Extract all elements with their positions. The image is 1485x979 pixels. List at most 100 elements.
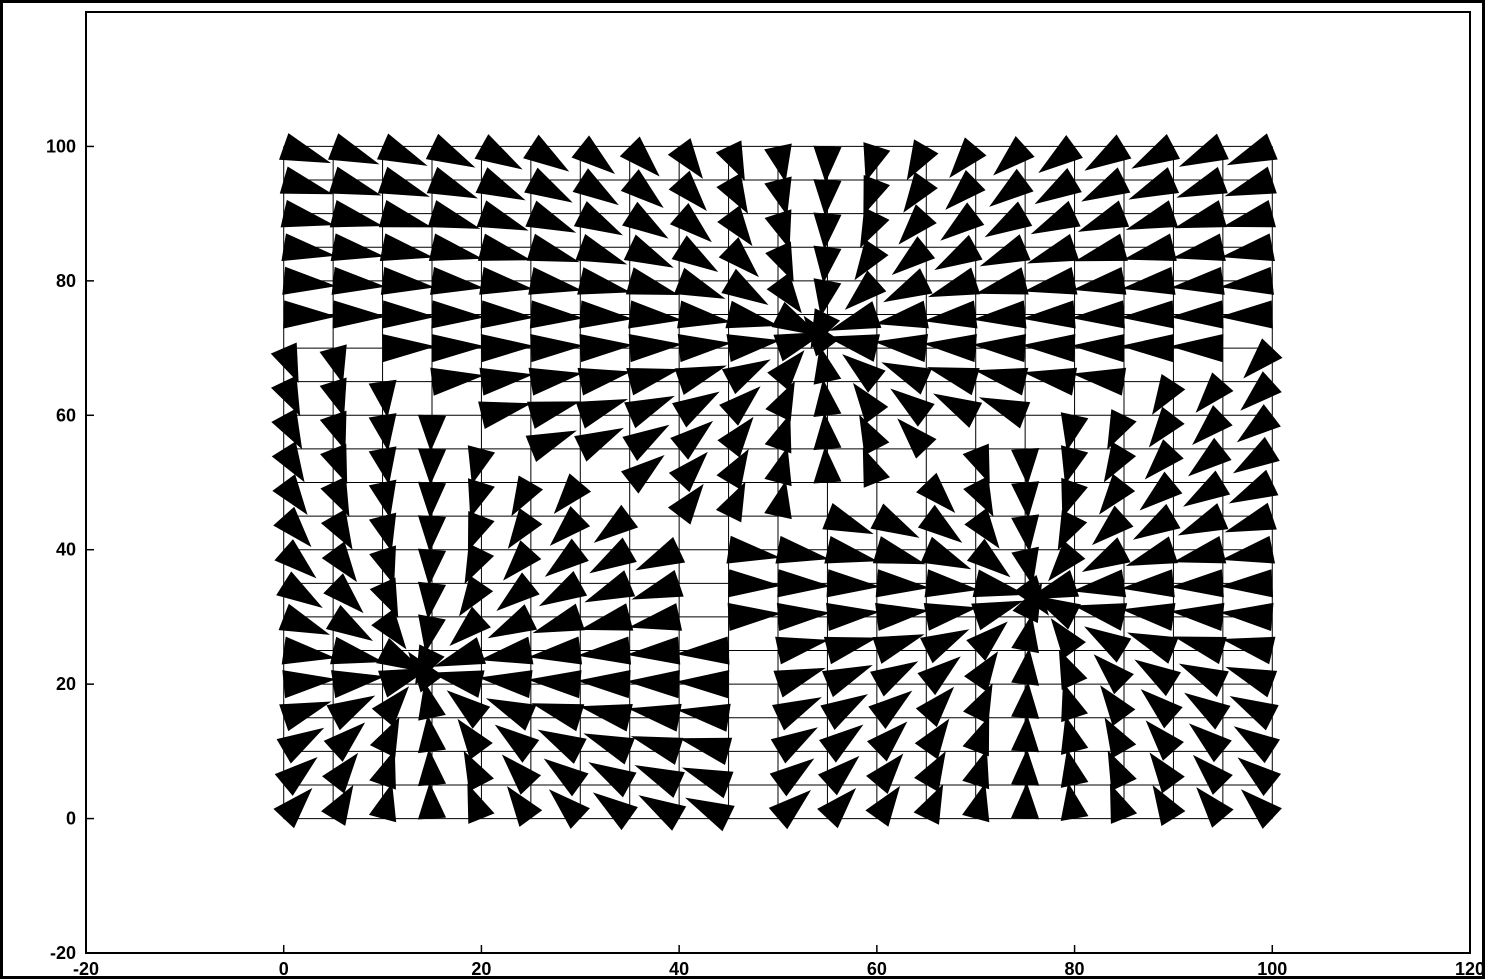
- vector-arrow: [583, 733, 634, 764]
- vector-arrow: [1225, 503, 1277, 533]
- vector-arrow: [769, 790, 811, 829]
- vector-arrow: [486, 698, 537, 730]
- vector-arrow: [327, 695, 376, 730]
- vector-arrow: [1038, 135, 1083, 173]
- vector-arrow: [634, 765, 684, 798]
- ytick-label: 0: [66, 809, 76, 829]
- vector-arrow: [668, 138, 703, 179]
- vector-arrow: [1237, 404, 1281, 442]
- vector-arrow: [917, 656, 960, 695]
- vector-arrow: [979, 397, 1030, 428]
- xtick-label: 100: [1257, 959, 1287, 979]
- vector-arrow: [329, 167, 382, 196]
- vector-arrow: [1011, 715, 1039, 752]
- vector-arrow: [271, 409, 302, 450]
- vector-arrow: [495, 725, 539, 763]
- vector-arrow: [378, 167, 430, 197]
- vector-arrow: [283, 300, 337, 328]
- vector-arrow: [432, 334, 486, 362]
- vector-arrow: [993, 136, 1035, 175]
- vector-arrow: [1178, 503, 1229, 535]
- vector-arrow: [928, 267, 980, 297]
- ytick-label: 100: [46, 136, 76, 156]
- vector-arrow: [1120, 334, 1174, 362]
- vector-arrow: [523, 135, 569, 172]
- vector-arrow: [682, 768, 734, 799]
- xtick-label: 80: [1065, 959, 1085, 979]
- vector-arrow: [635, 537, 685, 570]
- vector-arrow: [1078, 201, 1129, 232]
- vector-arrow: [272, 441, 305, 482]
- vector-arrow: [382, 334, 436, 362]
- vector-arrow: [971, 601, 1023, 631]
- vector-arrow: [872, 634, 924, 664]
- vector-arrow: [813, 146, 841, 183]
- vector-arrow: [549, 789, 590, 829]
- vector-arrow: [488, 604, 537, 638]
- vector-arrow: [527, 234, 580, 262]
- vector-arrow: [593, 792, 638, 830]
- vector-arrow: [1127, 633, 1178, 664]
- vector-arrow: [525, 201, 576, 233]
- vector-arrow: [279, 604, 330, 635]
- vector-arrow: [1027, 234, 1079, 264]
- vector-arrow: [530, 334, 584, 362]
- ytick-label: 60: [56, 405, 76, 425]
- vector-arrow: [526, 431, 577, 462]
- vector-arrow: [949, 137, 986, 178]
- vector-arrow: [1134, 659, 1181, 696]
- vector-arrow: [1241, 789, 1282, 829]
- vector-arrow: [842, 354, 886, 393]
- vector-arrow: [459, 575, 493, 616]
- vector-arrow: [594, 505, 638, 543]
- vector-arrow: [1126, 200, 1178, 230]
- vector-field-plot: -20020406080100120-20020406080100: [0, 0, 1485, 979]
- vector-arrow: [426, 134, 476, 168]
- vector-arrow: [1229, 470, 1279, 504]
- vector-arrow: [324, 722, 366, 761]
- vector-arrow: [685, 798, 735, 832]
- vector-arrow: [674, 268, 725, 299]
- vector-arrow: [382, 300, 436, 328]
- vector-arrow: [449, 606, 491, 645]
- vector-arrow: [1094, 654, 1134, 694]
- vector-arrow: [967, 539, 1011, 578]
- vector-arrow: [1011, 448, 1039, 485]
- vector-arrow: [418, 782, 446, 819]
- vector-arrow: [1184, 693, 1230, 730]
- vector-arrow: [933, 394, 982, 428]
- xtick-label: 20: [471, 959, 491, 979]
- vector-arrow: [507, 786, 542, 827]
- vector-arrow: [1011, 749, 1039, 786]
- vector-arrow: [728, 569, 782, 597]
- ytick-label: 20: [56, 674, 76, 694]
- vector-arrow: [1128, 167, 1179, 199]
- vector-arrow: [1179, 664, 1229, 697]
- xtick-label: 60: [867, 959, 887, 979]
- vector-arrow: [621, 455, 665, 494]
- plot-wrapper: -20020406080100120-20020406080100: [0, 0, 1485, 979]
- vector-arrow: [883, 268, 932, 302]
- vector-arrow: [773, 668, 825, 698]
- vector-arrow: [1170, 334, 1224, 362]
- vector-arrow: [772, 697, 822, 730]
- vector-arrow: [1082, 537, 1131, 572]
- vector-arrow: [920, 629, 969, 663]
- vector-arrow: [574, 201, 623, 235]
- vector-arrow: [538, 730, 587, 764]
- vector-arrow: [624, 396, 675, 428]
- vector-arrow: [328, 133, 379, 164]
- xtick-label: 0: [279, 959, 289, 979]
- xtick-label: -20: [73, 959, 99, 979]
- vector-arrow: [496, 572, 539, 611]
- vector-arrow: [964, 651, 998, 692]
- vector-arrow: [892, 236, 935, 275]
- vector-arrow: [631, 570, 683, 600]
- vector-arrow: [719, 386, 761, 425]
- vector-arrow: [511, 475, 543, 516]
- vector-arrow: [524, 168, 573, 203]
- vector-arrow: [1238, 757, 1282, 796]
- vector-arrow: [675, 365, 727, 395]
- vector-arrow: [1092, 506, 1134, 545]
- vector-arrow: [481, 334, 535, 362]
